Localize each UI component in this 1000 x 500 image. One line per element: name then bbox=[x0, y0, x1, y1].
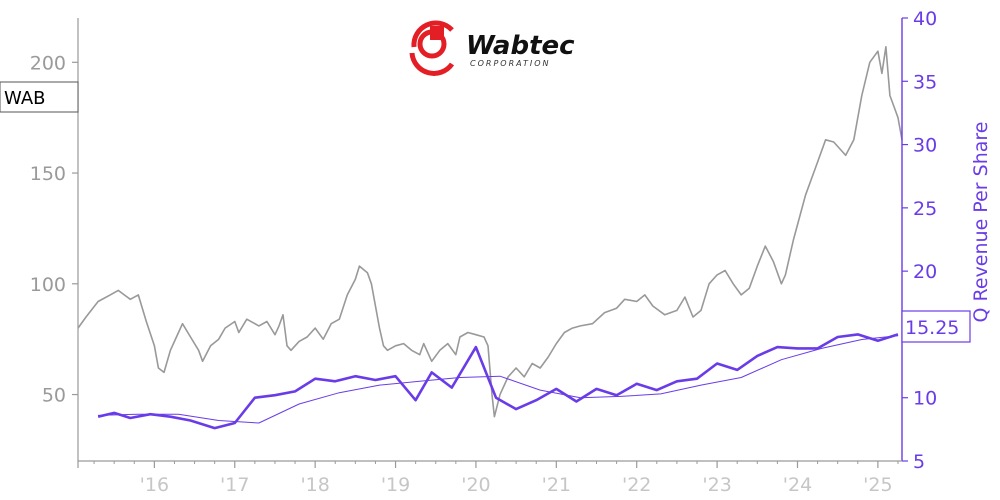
left-y-axis: 50 100 150 200 bbox=[30, 52, 78, 407]
right-tick-label: 25 bbox=[913, 198, 937, 220]
ticker-label: WAB bbox=[0, 81, 79, 113]
right-tick-label: 30 bbox=[913, 135, 937, 157]
right-y-axis: 510152025303540 bbox=[902, 8, 937, 473]
x-tick-label: '18 bbox=[300, 474, 329, 496]
series-line-1 bbox=[98, 335, 899, 424]
current-value-label: 15.25 bbox=[901, 310, 971, 343]
company-logo: Wabtec CORPORATION bbox=[409, 20, 575, 76]
x-tick-label: '25 bbox=[863, 474, 892, 496]
logo-subtitle: CORPORATION bbox=[470, 59, 551, 68]
right-tick-label: 40 bbox=[913, 8, 937, 30]
series-line-0 bbox=[77, 46, 903, 418]
left-tick-label: 100 bbox=[30, 274, 66, 296]
x-tick-label: '24 bbox=[783, 474, 812, 496]
x-tick-label: '21 bbox=[542, 474, 571, 496]
logo-icon bbox=[409, 20, 455, 76]
x-tick-label: '22 bbox=[622, 474, 651, 496]
x-tick-label: '16 bbox=[140, 474, 169, 496]
ticker-text: WAB bbox=[4, 88, 45, 109]
right-axis-label: Q Revenue Per Share bbox=[970, 122, 992, 323]
right-tick-label: 5 bbox=[913, 451, 925, 473]
plot-area bbox=[77, 46, 903, 430]
axes bbox=[77, 18, 903, 462]
x-tick-label: '23 bbox=[702, 474, 731, 496]
x-axis: '16 '17 '18 '19 '20 '21 '22 '23 '24 '25 bbox=[77, 461, 899, 496]
right-tick-label: 35 bbox=[913, 71, 937, 93]
x-tick-label: '19 bbox=[381, 474, 410, 496]
current-value-text: 15.25 bbox=[905, 317, 959, 339]
logo-name: Wabtec bbox=[466, 31, 575, 61]
x-tick-label: '17 bbox=[220, 474, 249, 496]
series-line-2 bbox=[97, 333, 899, 430]
right-tick-label: 20 bbox=[913, 261, 937, 283]
right-tick-label: 10 bbox=[913, 388, 937, 410]
x-tick-label: '20 bbox=[461, 474, 490, 496]
left-tick-label: 50 bbox=[42, 385, 66, 407]
left-tick-label: 150 bbox=[30, 163, 66, 185]
left-tick-label: 200 bbox=[30, 52, 66, 74]
